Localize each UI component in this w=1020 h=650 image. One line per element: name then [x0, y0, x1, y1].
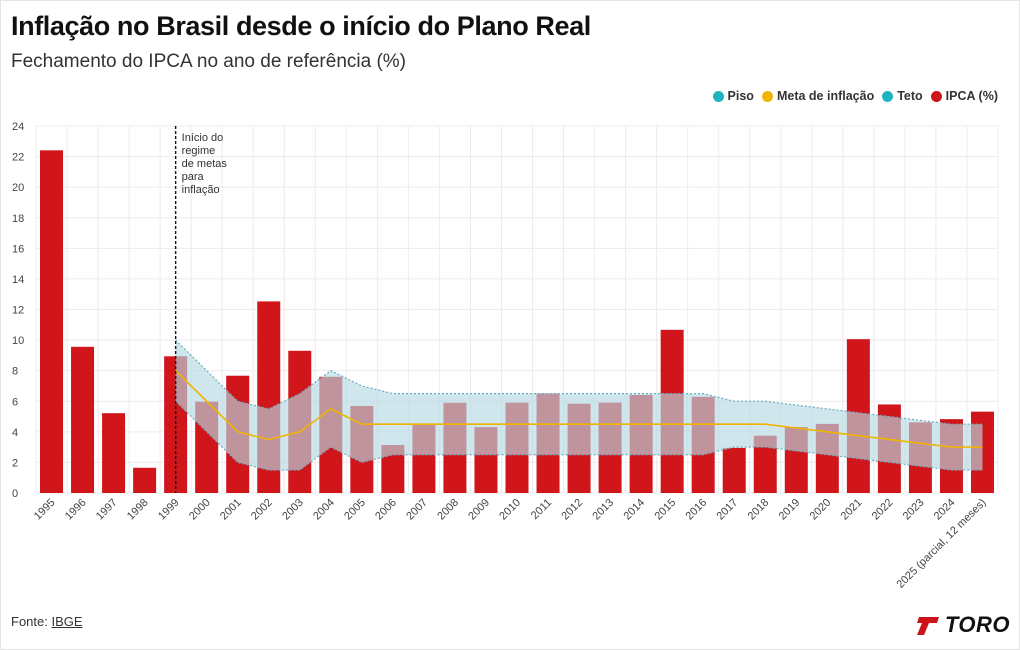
x-tick-label: 2023 [901, 497, 927, 523]
x-tick-label: 2008 [435, 497, 461, 523]
x-tick-label: 2013 [590, 497, 616, 523]
legend-dot-teto [882, 90, 894, 102]
source-prefix: Fonte: [11, 614, 52, 629]
legend-label-ipca: IPCA (%) [945, 89, 998, 103]
annotation-text-line: inflação [182, 184, 220, 196]
x-tick-label: 2014 [621, 497, 647, 523]
bar-1997 [102, 413, 126, 493]
bar-2017 [722, 447, 746, 493]
x-tick-label: 2016 [684, 497, 710, 523]
x-tick-label: 2018 [746, 497, 772, 523]
legend-item-meta[interactable]: Meta de inflação [761, 89, 875, 103]
x-tick-label: 1998 [125, 497, 151, 523]
legend-dot-ipca [930, 90, 942, 102]
legend-item-teto[interactable]: Teto [882, 89, 923, 103]
chart-legend: Piso Meta de inflação Teto IPCA (%) [712, 89, 998, 103]
x-tick-label: 1995 [32, 497, 58, 523]
bar-2018 [753, 435, 777, 493]
x-tick-label: 2000 [187, 497, 213, 523]
y-tick-label: 2 [12, 457, 18, 469]
x-tick-label: 2022 [870, 497, 896, 523]
series-meta-line [175, 370, 983, 448]
y-tick-label: 0 [12, 488, 18, 500]
y-tick-label: 10 [12, 335, 24, 347]
annotation-text-line: Início do [182, 132, 224, 144]
legend-dot-meta [761, 90, 773, 102]
x-tick-label: 1999 [156, 497, 182, 523]
toro-logo-icon [916, 617, 939, 635]
x-tick-label: 2004 [311, 497, 337, 523]
x-tick-label: 2011 [529, 497, 554, 522]
x-tick-label: 2009 [466, 497, 492, 523]
x-tick-label: 2003 [280, 497, 306, 523]
bar-2006 [381, 444, 405, 493]
x-tick-label: 1997 [94, 497, 120, 523]
x-tick-label: 2001 [218, 497, 244, 523]
legend-item-piso[interactable]: Piso [712, 89, 754, 103]
series-teto-line [175, 339, 983, 425]
annotation-text-line: para [182, 171, 205, 183]
chart-title: Inflação no Brasil desde o início do Pla… [11, 11, 591, 41]
series-piso-line [175, 400, 983, 471]
x-tick-label: 2006 [373, 497, 399, 523]
source-note: Fonte: IBGE [11, 614, 83, 629]
y-tick-label: 4 [12, 427, 18, 439]
y-tick-label: 16 [12, 243, 24, 255]
x-tick-label: 1996 [63, 497, 89, 523]
x-tick-label: 2017 [715, 497, 741, 523]
y-tick-label: 20 [12, 182, 24, 194]
x-tick-label: 2012 [559, 497, 585, 523]
bar-1998 [133, 467, 157, 493]
legend-label-teto: Teto [897, 89, 923, 103]
legend-label-piso: Piso [727, 89, 754, 103]
x-tick-label: 2015 [652, 497, 678, 523]
x-tick-label: 2005 [342, 497, 368, 523]
y-tick-label: 8 [12, 366, 18, 378]
y-tick-label: 22 [12, 152, 24, 164]
chart-subtitle: Fechamento do IPCA no ano de referência … [11, 51, 407, 72]
y-tick-label: 24 [12, 121, 24, 133]
x-tick-label: 2021 [839, 497, 865, 523]
toro-logo: TORO [916, 612, 1010, 638]
tolerance-band [175, 340, 983, 471]
legend-label-meta: Meta de inflação [776, 89, 875, 103]
x-tick-label: 2007 [404, 497, 430, 523]
legend-dot-piso [712, 90, 724, 102]
y-tick-label: 14 [12, 274, 24, 286]
annotation-text-line: de metas [182, 158, 228, 170]
legend-item-ipca[interactable]: IPCA (%) [930, 89, 998, 103]
bar-1996 [71, 346, 95, 493]
y-tick-label: 12 [12, 305, 24, 317]
source-link[interactable]: IBGE [51, 614, 83, 629]
annotation-text: Início do regime de metas para inflação [182, 132, 228, 196]
x-tick-label: 2024 [932, 497, 958, 523]
x-tick-label: 2010 [497, 497, 523, 523]
toro-logo-text: TORO [944, 612, 1010, 637]
y-tick-label: 6 [12, 396, 18, 408]
x-tick-label: 2019 [777, 497, 803, 523]
bar-1995 [40, 150, 64, 493]
x-tick-label: 2002 [249, 497, 275, 523]
annotation-text-line: regime [182, 145, 216, 157]
x-tick-label: 2020 [808, 497, 834, 523]
y-tick-label: 18 [12, 213, 24, 225]
